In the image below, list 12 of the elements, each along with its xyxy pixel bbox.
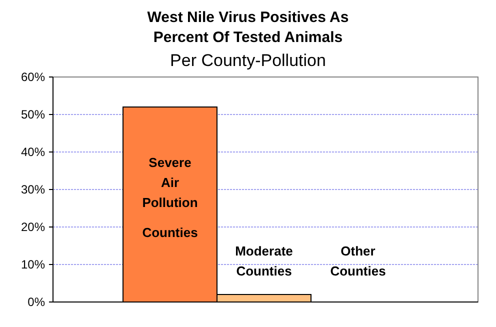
y-tick-label: 30% — [20, 182, 46, 197]
y-tick-label: 60% — [20, 70, 46, 84]
x-tick-label: Moderate Counties — [235, 243, 293, 278]
chart-subtitle: Per County-Pollution — [170, 51, 326, 70]
y-tick-label: 0% — [28, 295, 46, 310]
chart-title: West Nile Virus Positives As Percent Of Tested Animals — [147, 9, 349, 46]
y-tick-label: 50% — [20, 108, 46, 122]
x-tick-label: Severe Air Pollution Counties — [142, 155, 198, 240]
x-tick-label: Other Counties — [330, 243, 386, 278]
y-tick-label: 20% — [20, 220, 46, 234]
y-tick-label: 40% — [20, 145, 46, 160]
y-tick-label: 10% — [20, 258, 46, 272]
